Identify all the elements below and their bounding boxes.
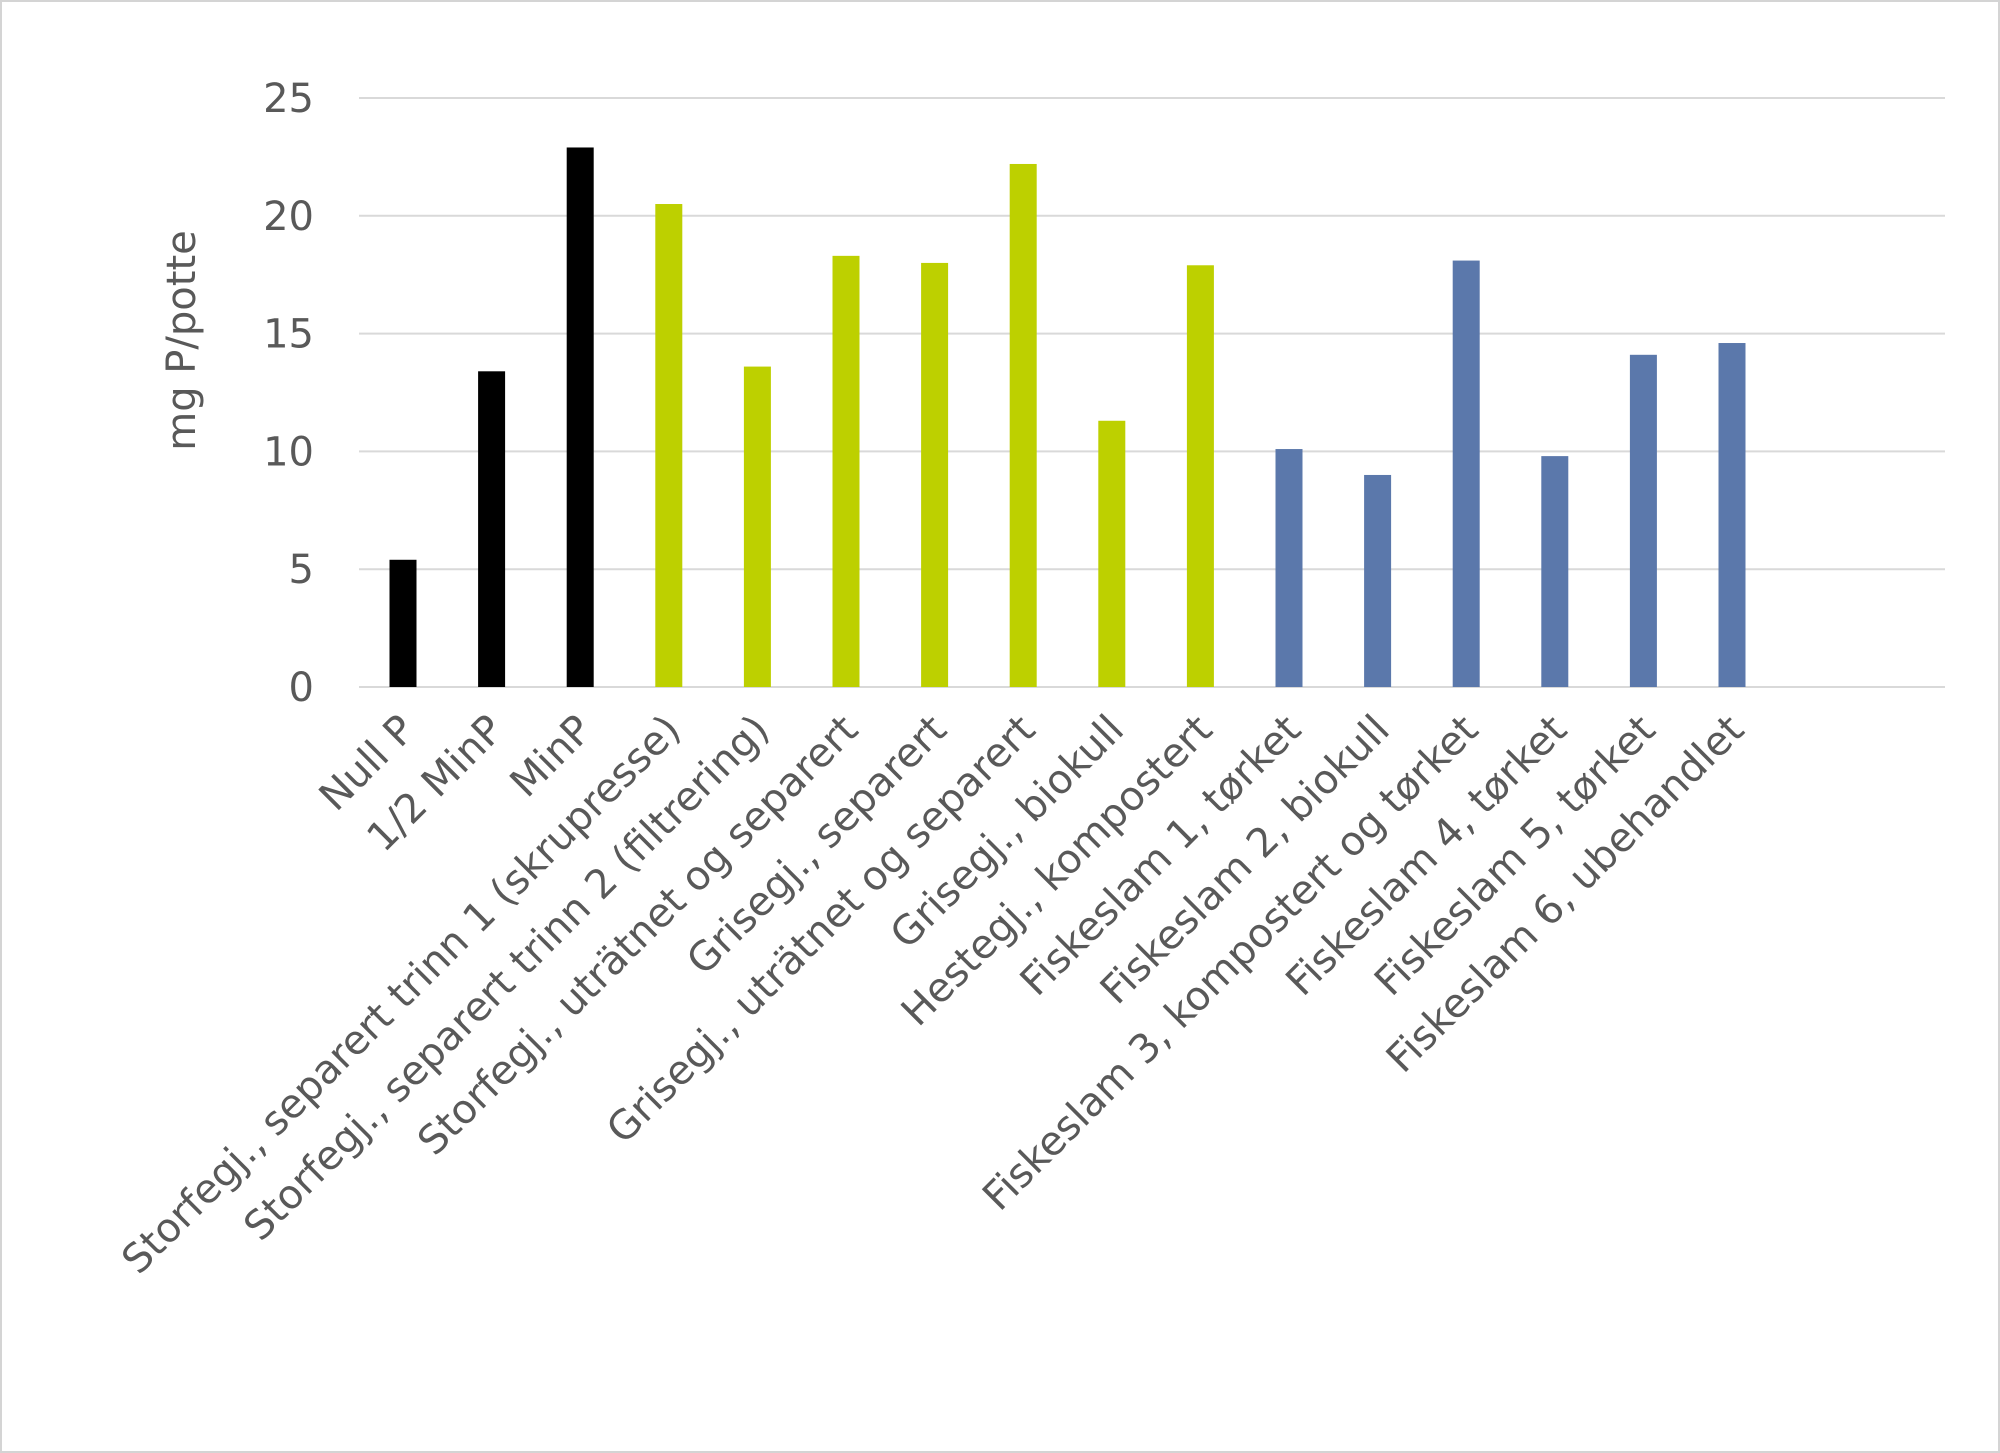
y-tick-label: 10: [263, 429, 314, 475]
bar: [1541, 456, 1569, 687]
bar: [1009, 163, 1037, 687]
bar: [832, 255, 860, 688]
bar: [389, 559, 417, 687]
y-tick-label: 15: [263, 312, 314, 358]
y-axis-title: mg P/potte: [159, 230, 205, 451]
bar: [1629, 354, 1657, 687]
bar: [1186, 265, 1214, 687]
bar: [743, 366, 771, 687]
bar: [655, 204, 683, 687]
bars: [389, 147, 1746, 688]
gridlines: [359, 97, 1945, 688]
bar: [1275, 449, 1303, 687]
bar: [1098, 420, 1126, 687]
y-tick-label: 0: [289, 665, 314, 711]
bar: [1452, 260, 1480, 687]
bar: [1364, 474, 1392, 687]
y-tick-label: 25: [263, 76, 314, 122]
y-tick-label: 5: [289, 547, 314, 593]
bar: [921, 262, 949, 687]
y-tick-label: 20: [263, 194, 314, 240]
y-axis-ticks: 0 5 10 15 20 25: [263, 76, 314, 711]
bar: [566, 147, 594, 687]
bar: [478, 371, 506, 687]
bar: [1718, 343, 1746, 687]
